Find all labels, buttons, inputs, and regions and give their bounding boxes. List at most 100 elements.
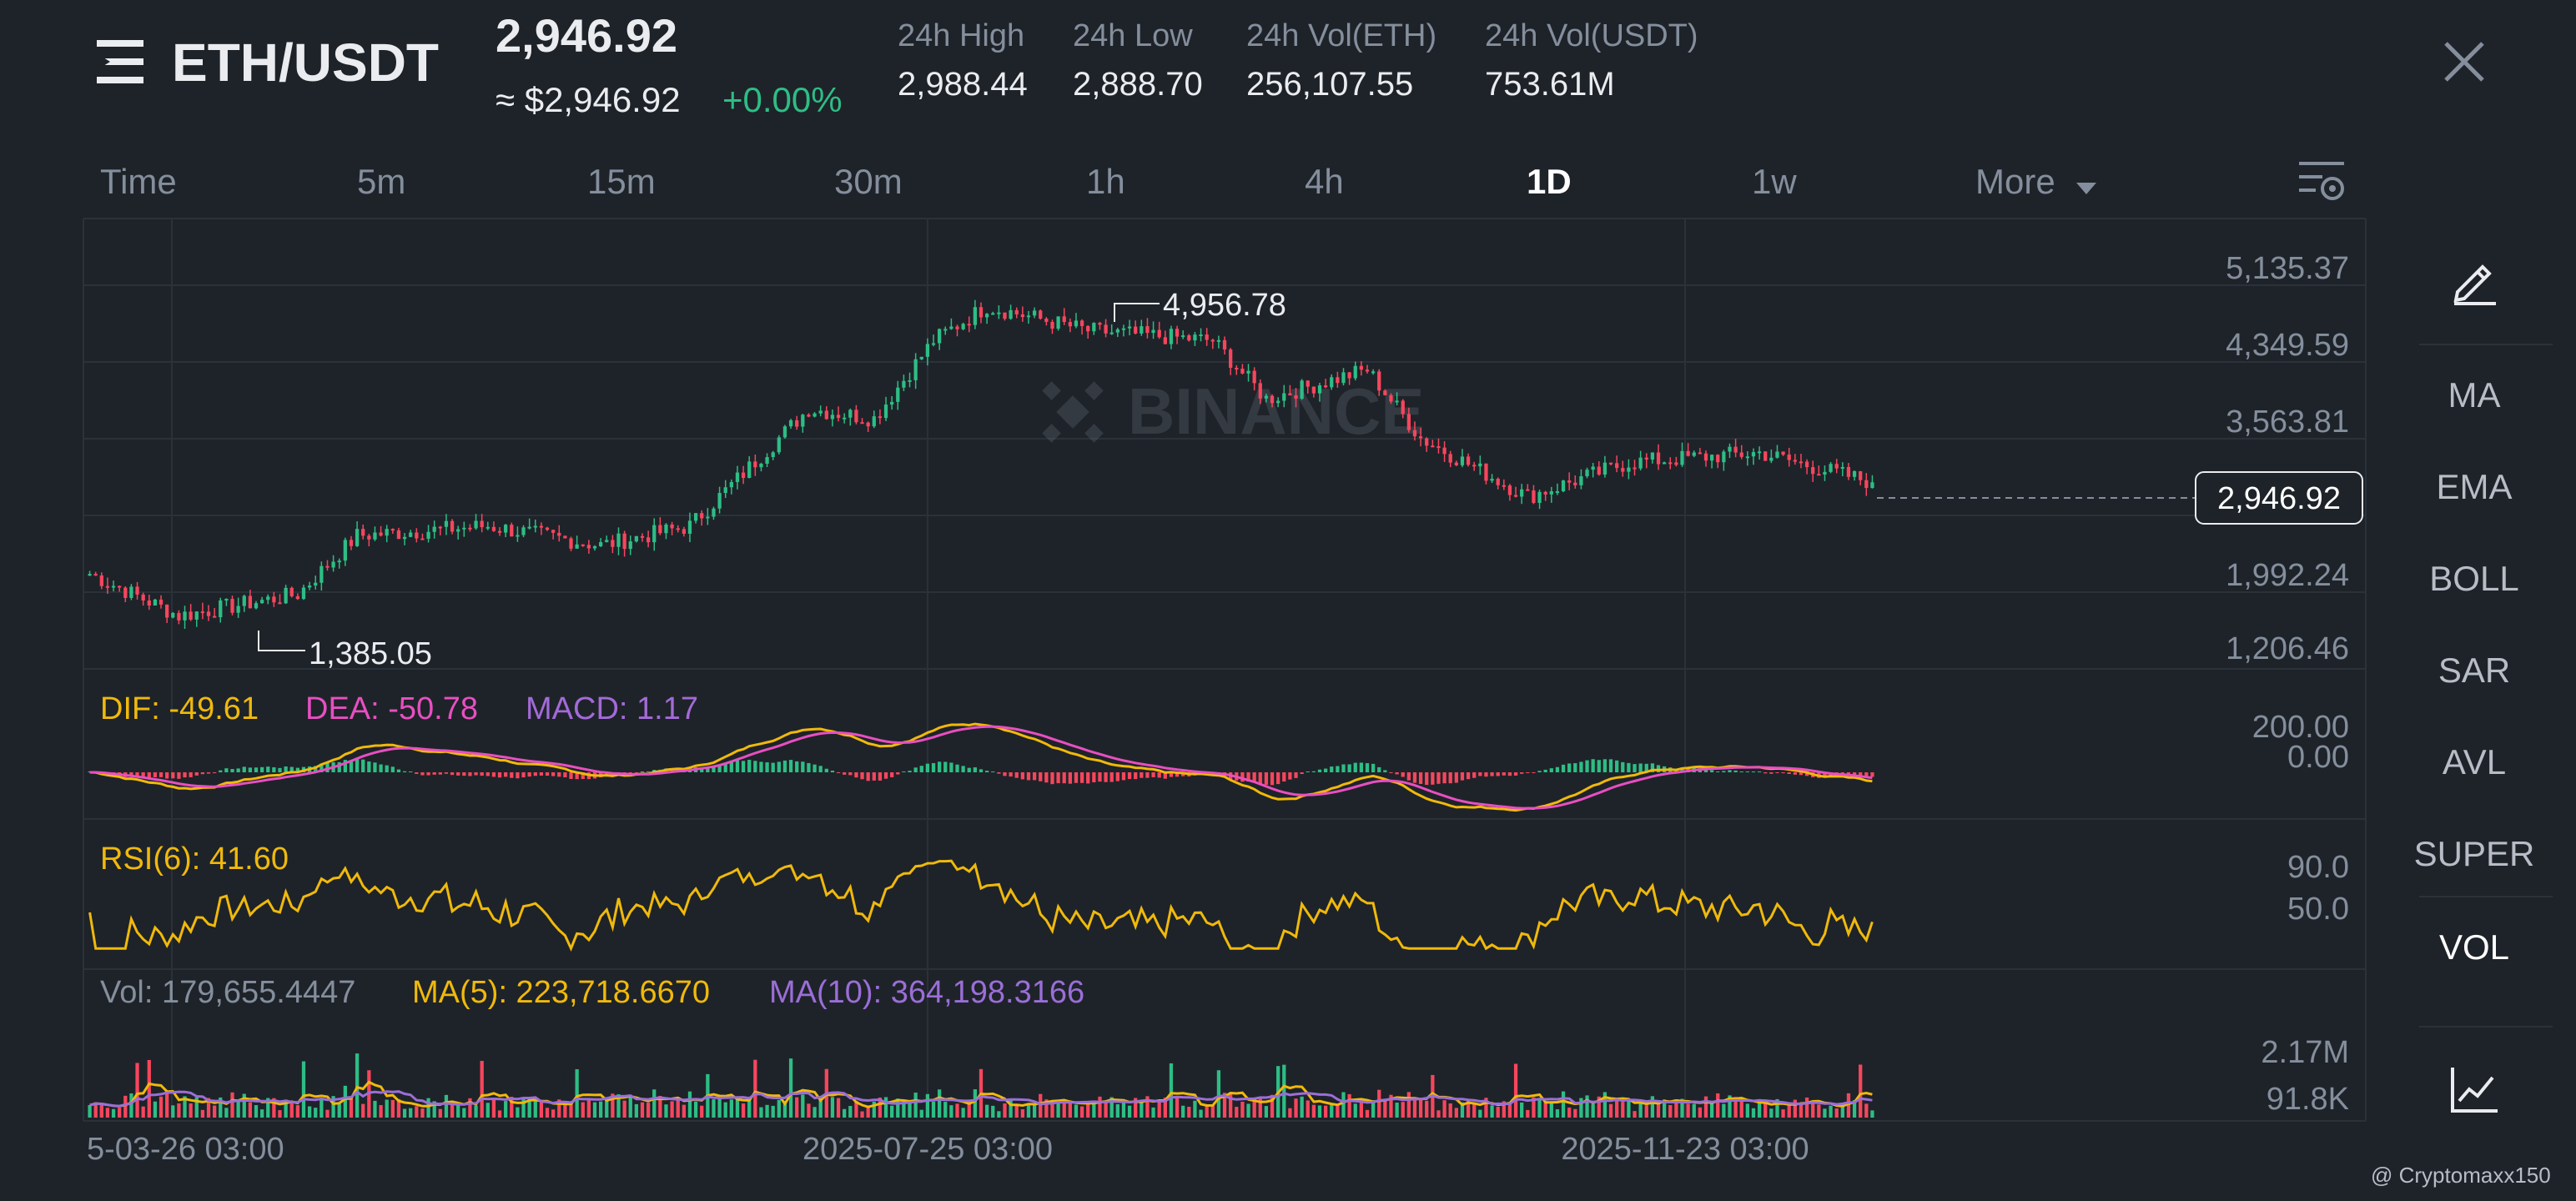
tab-15m[interactable]: 15m [587,162,656,201]
macd-histogram-bar [1395,772,1399,775]
volume-bar [165,1093,169,1118]
macd-histogram-bar [1478,772,1482,776]
volume-bar [843,1108,847,1118]
volume-bar [1222,1093,1227,1118]
macd-histogram-bar [1050,772,1054,785]
volume-bar [1615,1098,1619,1118]
candle-body [1627,467,1631,472]
candle-body [652,525,657,543]
volume-tick: 2.17M [2261,1035,2349,1070]
candle-body [1068,322,1072,327]
candle-body [1454,462,1458,465]
volume-bar [1526,1109,1530,1118]
draw-pencil-icon[interactable] [2449,255,2499,305]
menu-icon[interactable] [93,35,147,88]
candle-body [533,525,537,528]
macd-histogram-bar [510,772,514,778]
candle-body [539,525,544,528]
chart-settings-icon[interactable] [2297,158,2346,205]
indicator-sar[interactable]: SAR [2438,651,2511,690]
volume-bar [1621,1102,1625,1118]
volume-bar [717,1098,722,1118]
volume-bar [1425,1100,1429,1118]
candle-body [1852,470,1857,477]
tab-5m[interactable]: 5m [357,162,406,201]
tab-more[interactable]: More [1975,162,2098,204]
indicator-boll[interactable]: BOLL [2429,559,2519,598]
indicator-ma[interactable]: MA [2448,375,2501,415]
candle-body [788,420,793,427]
indicator-vol[interactable]: VOL [2438,927,2510,967]
volume-bar [1537,1099,1542,1118]
indicator-avl[interactable]: AVL [2442,742,2507,781]
tab-4h[interactable]: 4h [1305,162,1344,201]
volume-bar [1775,1098,1779,1118]
chart-type-icon[interactable] [2449,1064,2499,1114]
indicator-ema[interactable]: EMA [2436,467,2513,506]
candle-body [628,541,632,550]
candle-body [569,538,573,549]
volume-bar [1507,1104,1512,1118]
candle-body [729,481,733,488]
volume-bar [1009,1098,1013,1118]
high-price-label: 4,956.78 [1163,288,1286,323]
volume-bar [658,1095,662,1118]
volume-bar [913,1093,918,1118]
indicator-super[interactable]: SUPER [2413,834,2535,873]
volume-bar [1728,1095,1732,1118]
volume-bar [1140,1099,1144,1118]
macd-histogram-bar [1532,772,1536,773]
macd-histogram-bar [712,766,716,772]
macd-histogram-bar [1092,772,1096,783]
chart-grid [83,218,2367,1122]
volume-bar [1395,1103,1399,1118]
volume-bar [1039,1093,1043,1118]
volume-bar [1145,1096,1150,1118]
trading-pair-title[interactable]: ETH/USDT [172,33,439,93]
volume-bar [1359,1100,1364,1118]
macd-histogram-bar [1585,760,1589,772]
volume-bar [1020,1108,1024,1118]
volume-bar [652,1089,657,1118]
macd-histogram-bar [1039,772,1043,781]
candle-body [777,437,781,453]
volume-bar [1859,1064,1863,1118]
macd-histogram-bar [1870,772,1874,777]
volume-bar [581,1102,585,1118]
candle-body [1478,463,1482,467]
macd-histogram-bar [735,760,740,772]
tab-1w[interactable]: 1w [1752,162,1797,201]
volume-bar [1834,1108,1839,1118]
macd-histogram-bar [771,762,775,772]
macd-histogram-bar [1365,763,1370,772]
tab-30m[interactable]: 30m [834,162,903,201]
volume-bar [200,1109,205,1118]
close-icon[interactable] [2441,38,2488,85]
volume-tick: 91.8K [2267,1082,2349,1117]
macd-histogram-bar [843,772,847,775]
volume-bar [1412,1099,1417,1118]
macd-histogram-bar [1282,772,1286,782]
candle-body [426,531,430,539]
tab-1h[interactable]: 1h [1086,162,1125,201]
candle-body [1127,326,1132,329]
volume-bar [735,1096,740,1118]
candle-body [1799,461,1804,464]
candle-body [931,343,936,345]
candle-body [516,535,520,537]
tab-1d[interactable]: 1D [1527,162,1572,201]
macd-histogram-bar [890,772,894,777]
vol-ma10-label: MA(10): 364,198.3166 [769,975,1084,1010]
candle-body [1864,480,1869,489]
volume-bar [1252,1098,1256,1118]
volume-bar [622,1100,626,1118]
candle-body [830,415,835,420]
candle-body [93,574,98,576]
macd-histogram-bar [913,767,918,772]
volume-bar [272,1098,276,1118]
volume-bar [1638,1102,1643,1118]
tab-time[interactable]: Time [100,162,177,201]
candle-body [432,526,436,532]
candle-body [1662,462,1667,465]
